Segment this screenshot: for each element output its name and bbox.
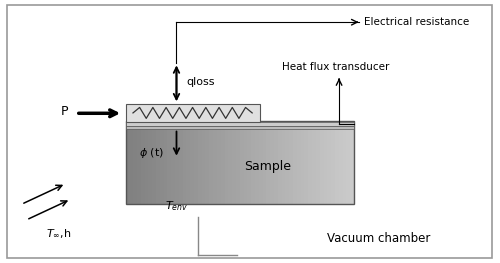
Text: Vacuum chamber: Vacuum chamber (327, 232, 430, 245)
Bar (346, 121, 351, 204)
Bar (316, 121, 320, 204)
Bar (251, 121, 256, 204)
Bar (141, 121, 146, 204)
Bar (342, 121, 347, 204)
Bar (220, 121, 226, 204)
Bar (274, 121, 279, 204)
Bar (175, 121, 180, 204)
Bar (130, 121, 134, 204)
Bar (266, 121, 271, 204)
Bar (126, 122, 354, 125)
Text: Sample: Sample (244, 160, 290, 173)
Text: Electrical resistance: Electrical resistance (364, 17, 469, 27)
Bar (289, 121, 294, 204)
Text: $\phi$ (t): $\phi$ (t) (139, 146, 164, 160)
Bar (308, 121, 313, 204)
Bar (248, 121, 252, 204)
Bar (194, 121, 199, 204)
Bar (244, 121, 248, 204)
Bar (186, 121, 192, 204)
Bar (328, 121, 332, 204)
Text: P: P (61, 105, 68, 119)
Bar (335, 121, 340, 204)
Bar (164, 121, 168, 204)
Text: $T_{\infty}$,h: $T_{\infty}$,h (46, 228, 72, 240)
Bar (133, 121, 138, 204)
Bar (156, 121, 161, 204)
Bar (320, 121, 324, 204)
Bar (160, 121, 164, 204)
Text: qloss: qloss (186, 77, 215, 87)
Text: Heat flux transducer: Heat flux transducer (282, 62, 390, 72)
Bar (179, 121, 184, 204)
Bar (126, 104, 260, 122)
Bar (126, 121, 130, 204)
Bar (270, 121, 275, 204)
Bar (282, 121, 286, 204)
Bar (350, 121, 355, 204)
Bar (240, 121, 244, 204)
Bar (171, 121, 176, 204)
Bar (338, 121, 344, 204)
Bar (262, 121, 268, 204)
Bar (206, 121, 210, 204)
Bar (259, 121, 264, 204)
Bar (144, 121, 150, 204)
Bar (300, 121, 306, 204)
Bar (278, 121, 282, 204)
Bar (331, 121, 336, 204)
Bar (293, 121, 298, 204)
Bar (312, 121, 317, 204)
Bar (137, 121, 142, 204)
Bar (224, 121, 230, 204)
Bar (236, 121, 240, 204)
Bar (232, 121, 237, 204)
Bar (228, 121, 233, 204)
Bar (190, 121, 195, 204)
Bar (217, 121, 222, 204)
Bar (213, 121, 218, 204)
Bar (126, 125, 354, 129)
Bar (126, 121, 354, 204)
Bar (152, 121, 157, 204)
Bar (210, 121, 214, 204)
Bar (148, 121, 153, 204)
Bar (168, 121, 172, 204)
Bar (286, 121, 290, 204)
Bar (304, 121, 310, 204)
Text: $T_{env}$: $T_{env}$ (166, 200, 188, 214)
Bar (202, 121, 206, 204)
Bar (255, 121, 260, 204)
Bar (297, 121, 302, 204)
Bar (324, 121, 328, 204)
Bar (182, 121, 188, 204)
Bar (198, 121, 202, 204)
